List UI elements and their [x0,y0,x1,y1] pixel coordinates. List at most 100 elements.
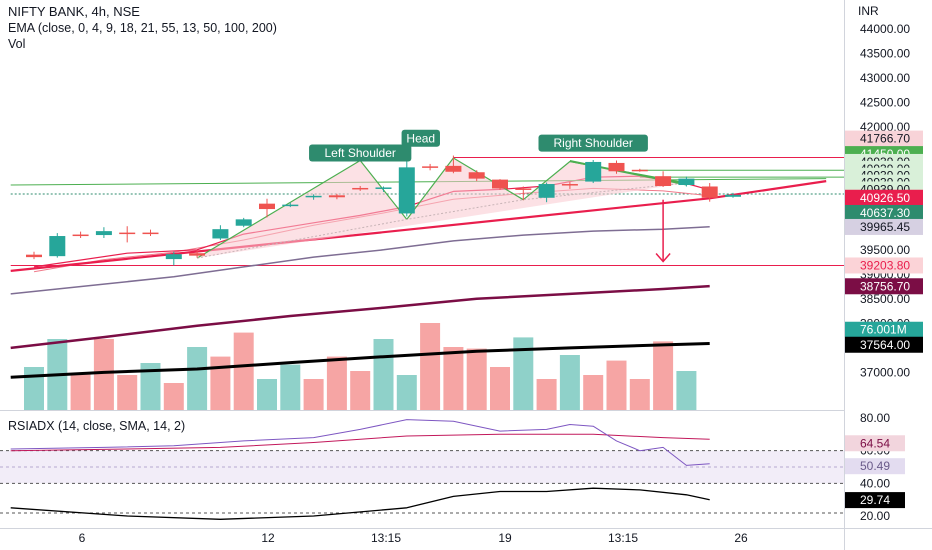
volume-bar [420,323,441,411]
candle-body[interactable] [492,179,508,189]
candle-body[interactable] [328,195,345,198]
candle-body[interactable] [655,176,672,186]
candle-body[interactable] [212,229,229,239]
ema-maroon-line [10,284,710,350]
volume-bar [70,373,91,411]
volume-bar [117,375,138,411]
candle-body[interactable] [282,204,299,207]
volume-bar [559,355,580,411]
candle-body[interactable] [515,188,532,190]
candle-body[interactable] [422,166,439,168]
price-badge-text: 40637.30 [860,206,910,220]
candle-body[interactable] [72,234,89,237]
price-tick-label: 44000.00 [860,22,910,36]
price-tick-label: 38500.00 [860,292,910,306]
price-badge [845,321,923,338]
candle-body[interactable] [95,231,112,236]
rsi-badge-text: 64.54 [860,436,890,450]
price-badge-text: 40926.50 [860,191,910,205]
rsi-tick-label: 40.00 [860,476,890,490]
pattern-label-box [401,129,440,147]
rsi-badge [845,435,905,452]
volume-indicator-label[interactable]: Vol [8,37,26,51]
candle-body[interactable] [165,254,182,260]
green-trend-line [10,178,827,186]
pattern-label: Head [406,131,435,145]
rsi-badge-text: 50.49 [860,459,890,473]
candle-body[interactable] [305,195,322,198]
candle-body[interactable] [468,172,485,179]
ema-indicator-label[interactable]: EMA (close, 0, 4, 9, 18, 21, 55, 13, 50,… [8,21,277,35]
candle-body[interactable] [235,219,252,226]
time-tick-label: 13:15 [371,531,401,545]
candle-body[interactable] [608,162,625,172]
volume-bar [326,356,347,411]
candle-body[interactable] [631,169,648,172]
volume-bar [163,383,184,411]
volume-bar [350,371,371,411]
pattern-label: Left Shoulder [325,146,396,160]
price-badge [845,130,923,147]
candle-body[interactable] [701,186,718,198]
volume-bar [676,371,697,411]
price-tick-label: 42500.00 [860,96,910,110]
time-tick-label: 19 [498,531,512,545]
candle-body[interactable] [445,165,462,172]
time-tick-label: 26 [734,531,748,545]
target-arrow-head [655,253,671,263]
candle-body[interactable] [49,236,66,257]
price-badge [845,189,923,206]
volume-bar [373,339,394,411]
volume-bar [513,337,534,411]
price-tick-label: 39500.00 [860,243,910,257]
candle-body[interactable] [26,254,42,258]
candle-body[interactable] [561,184,578,186]
candle-body[interactable] [678,178,695,186]
volume-bar [583,375,604,411]
price-tick-label: 43500.00 [860,47,910,61]
currency-label: INR [858,4,879,18]
price-badge-text: 76.001M [860,323,907,337]
candle-body[interactable] [142,232,159,235]
volume-bar [606,360,627,411]
price-badge [845,336,923,353]
candle-body[interactable] [119,232,136,235]
price-badge [845,278,923,295]
adx-line [10,487,710,520]
rsi-badge [845,492,905,509]
time-tick-label: 13:15 [608,531,638,545]
candle-body[interactable] [398,167,415,214]
volume-bar [233,332,254,411]
price-badge [845,204,923,221]
candle-body[interactable] [585,161,602,182]
time-tick-label: 12 [261,531,275,545]
volume-bar [140,363,161,411]
volume-bar [280,364,301,411]
volume-bar [257,379,277,411]
volume-bar [490,367,510,411]
rsi-ma-line [10,433,710,452]
price-tick-label: 37000.00 [860,365,910,379]
price-badge-text: 38756.70 [860,279,910,293]
candle-body[interactable] [259,203,275,210]
head-shoulders-base [197,182,687,259]
candle-body[interactable] [725,194,741,197]
volume-bar [303,379,324,411]
rsi-line [10,419,710,466]
pattern-label-box [309,144,412,162]
candle-body[interactable] [352,187,369,190]
candle-body[interactable] [189,253,206,256]
candle-body[interactable] [375,187,392,189]
pattern-label-box [538,134,648,152]
volume-bar [187,347,208,411]
volume-bar [24,367,44,411]
price-badge [845,257,923,274]
head-shoulders-fill [197,158,687,259]
volume-bar [210,356,231,411]
candle-body[interactable] [538,184,555,198]
rsiadx-indicator-label[interactable]: RSIADX (14, close, SMA, 14, 2) [8,419,185,433]
price-tick-label: 43000.00 [860,71,910,85]
volume-bar [93,339,114,411]
rsi-badge [845,458,905,475]
